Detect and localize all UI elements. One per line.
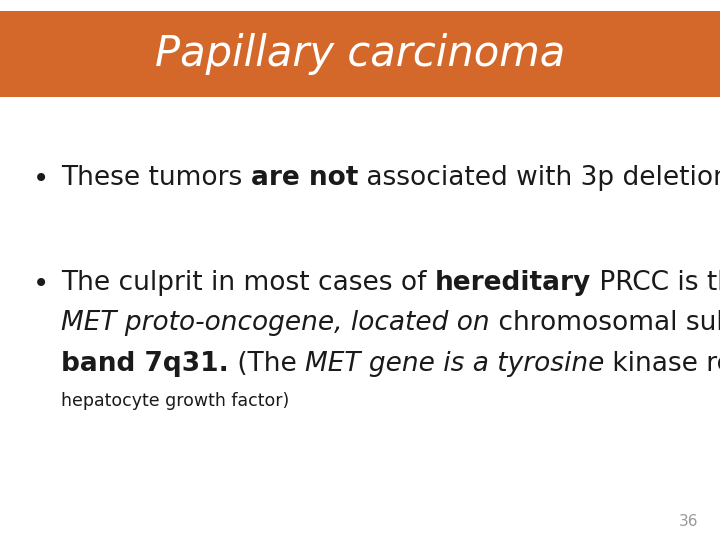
Text: associated with 3p deletions.: associated with 3p deletions.	[359, 165, 720, 191]
Text: (The: (The	[229, 351, 305, 377]
Text: PRCC is the: PRCC is the	[591, 270, 720, 296]
Text: hepatocyte growth factor): hepatocyte growth factor)	[61, 392, 289, 409]
Text: MET gene is a tyrosine: MET gene is a tyrosine	[305, 351, 605, 377]
Text: The culprit in most cases of: The culprit in most cases of	[61, 270, 435, 296]
Text: kinase receptor for the: kinase receptor for the	[605, 351, 720, 377]
Text: 36: 36	[679, 514, 698, 529]
Text: MET proto-oncogene, located on: MET proto-oncogene, located on	[61, 310, 490, 336]
Text: hereditary: hereditary	[435, 270, 591, 296]
Text: Papillary carcinoma: Papillary carcinoma	[155, 33, 565, 75]
Text: are not: are not	[251, 165, 359, 191]
Text: band 7q31.: band 7q31.	[61, 351, 229, 377]
Text: •: •	[32, 270, 49, 298]
Text: chromosomal sub-: chromosomal sub-	[490, 310, 720, 336]
Text: These tumors: These tumors	[61, 165, 251, 191]
FancyBboxPatch shape	[0, 11, 720, 97]
Text: •: •	[32, 165, 49, 193]
